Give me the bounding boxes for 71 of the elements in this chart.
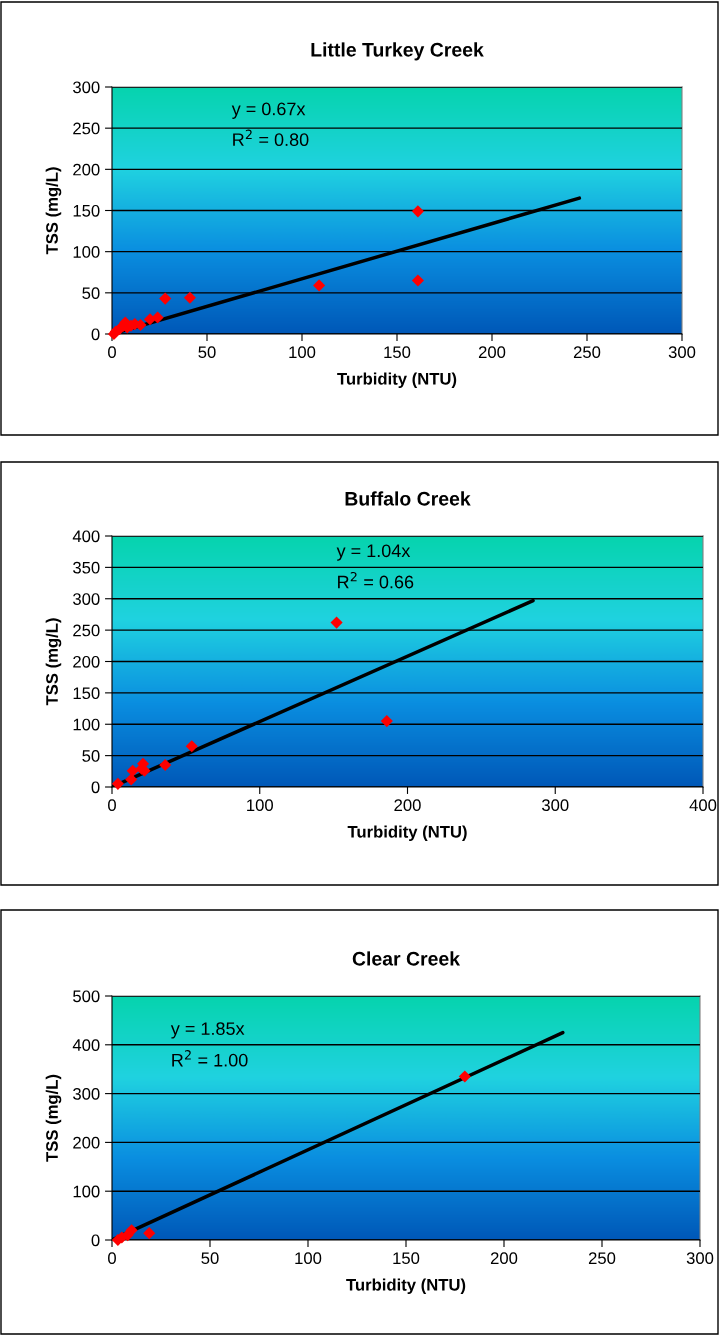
y-tick-label: 300	[73, 593, 100, 605]
y-tick-label: 250	[73, 624, 100, 637]
y-tick-label: 200	[73, 163, 100, 176]
y-tick-label: 400	[72, 1039, 100, 1051]
x-tick-label: 150	[393, 1252, 420, 1265]
y-tick-label: 400	[72, 530, 100, 543]
point	[183, 291, 196, 304]
y-tick-label: 150	[73, 204, 100, 217]
y-tick-label: 0	[91, 1234, 100, 1247]
point	[313, 279, 326, 292]
annotation: y = 1.04x	[336, 544, 411, 561]
x-tick-label: 0	[108, 346, 116, 359]
x-axis-title: Turbidity (NTU)	[346, 1278, 466, 1294]
point	[411, 205, 424, 218]
point	[159, 292, 172, 305]
y-tick-label: 150	[73, 687, 100, 700]
point	[330, 616, 343, 629]
point	[380, 715, 393, 728]
y-tick-label: 300	[73, 1088, 100, 1100]
chart-title: Buffalo Creek	[345, 491, 471, 506]
y-tick-label: 200	[73, 1136, 100, 1149]
x-tick-label: 0	[108, 799, 116, 812]
x-tick-label: 400	[689, 799, 717, 812]
x-axis-title: Turbidity (NTU)	[337, 372, 457, 388]
y-axis-title: TSS (mg/L)	[45, 167, 62, 255]
y-tick-label: 0	[91, 328, 100, 341]
y-tick-label: 50	[82, 750, 100, 762]
annotation: y = 0.67x	[231, 102, 306, 119]
y-tick-label: 0	[91, 781, 100, 794]
y-axis-title: TSS (mg/L)	[45, 618, 62, 706]
y-tick-label: 300	[73, 81, 100, 94]
chart-title: Clear Creek	[352, 951, 461, 966]
x-tick-label: 250	[573, 346, 601, 359]
y-tick-label: 200	[73, 655, 100, 668]
x-tick-label: 300	[541, 799, 569, 812]
point	[143, 1227, 156, 1240]
point	[111, 777, 124, 790]
x-tick-label: 100	[289, 346, 316, 359]
annotation: R$^{2}$ = 1.00	[172, 1050, 248, 1067]
chart-title: Little Turkey Creek	[311, 42, 484, 61]
y-tick-label: 50	[82, 287, 100, 300]
x-tick-label: 0	[108, 1252, 116, 1265]
point	[159, 758, 172, 772]
point	[458, 1070, 471, 1083]
point	[185, 740, 198, 753]
x-tick-label: 150	[384, 346, 411, 359]
y-axis-title: TSS (mg/L)	[45, 1074, 62, 1162]
x-tick-label: 300	[668, 346, 696, 359]
y-tick-label: 500	[73, 990, 100, 1003]
point	[411, 274, 424, 287]
annotation: y = 1.85x	[170, 1022, 245, 1039]
point	[143, 313, 157, 326]
point	[125, 773, 138, 786]
point	[126, 764, 139, 777]
x-tick-label: 250	[588, 1252, 616, 1265]
x-tick-label: 200	[478, 346, 506, 359]
x-tick-label: 300	[686, 1252, 714, 1265]
x-tick-label: 100	[247, 799, 273, 812]
y-tick-label: 250	[73, 122, 100, 135]
x-axis-title: Turbidity (NTU)	[347, 825, 467, 841]
x-tick-label: 50	[201, 1252, 219, 1265]
y-tick-label: 100	[73, 1185, 100, 1198]
annotation: R$^{2}$ = 0.66	[338, 571, 414, 589]
x-tick-label: 200	[490, 1252, 518, 1265]
x-tick-label: 100	[295, 1252, 322, 1265]
y-tick-label: 100	[73, 246, 100, 258]
y-tick-label: 100	[73, 718, 100, 731]
x-tick-label: 200	[394, 799, 421, 812]
x-tick-label: 50	[198, 346, 216, 359]
y-tick-label: 350	[73, 561, 100, 574]
annotation: R$^{2}$ = 0.80	[233, 129, 309, 147]
